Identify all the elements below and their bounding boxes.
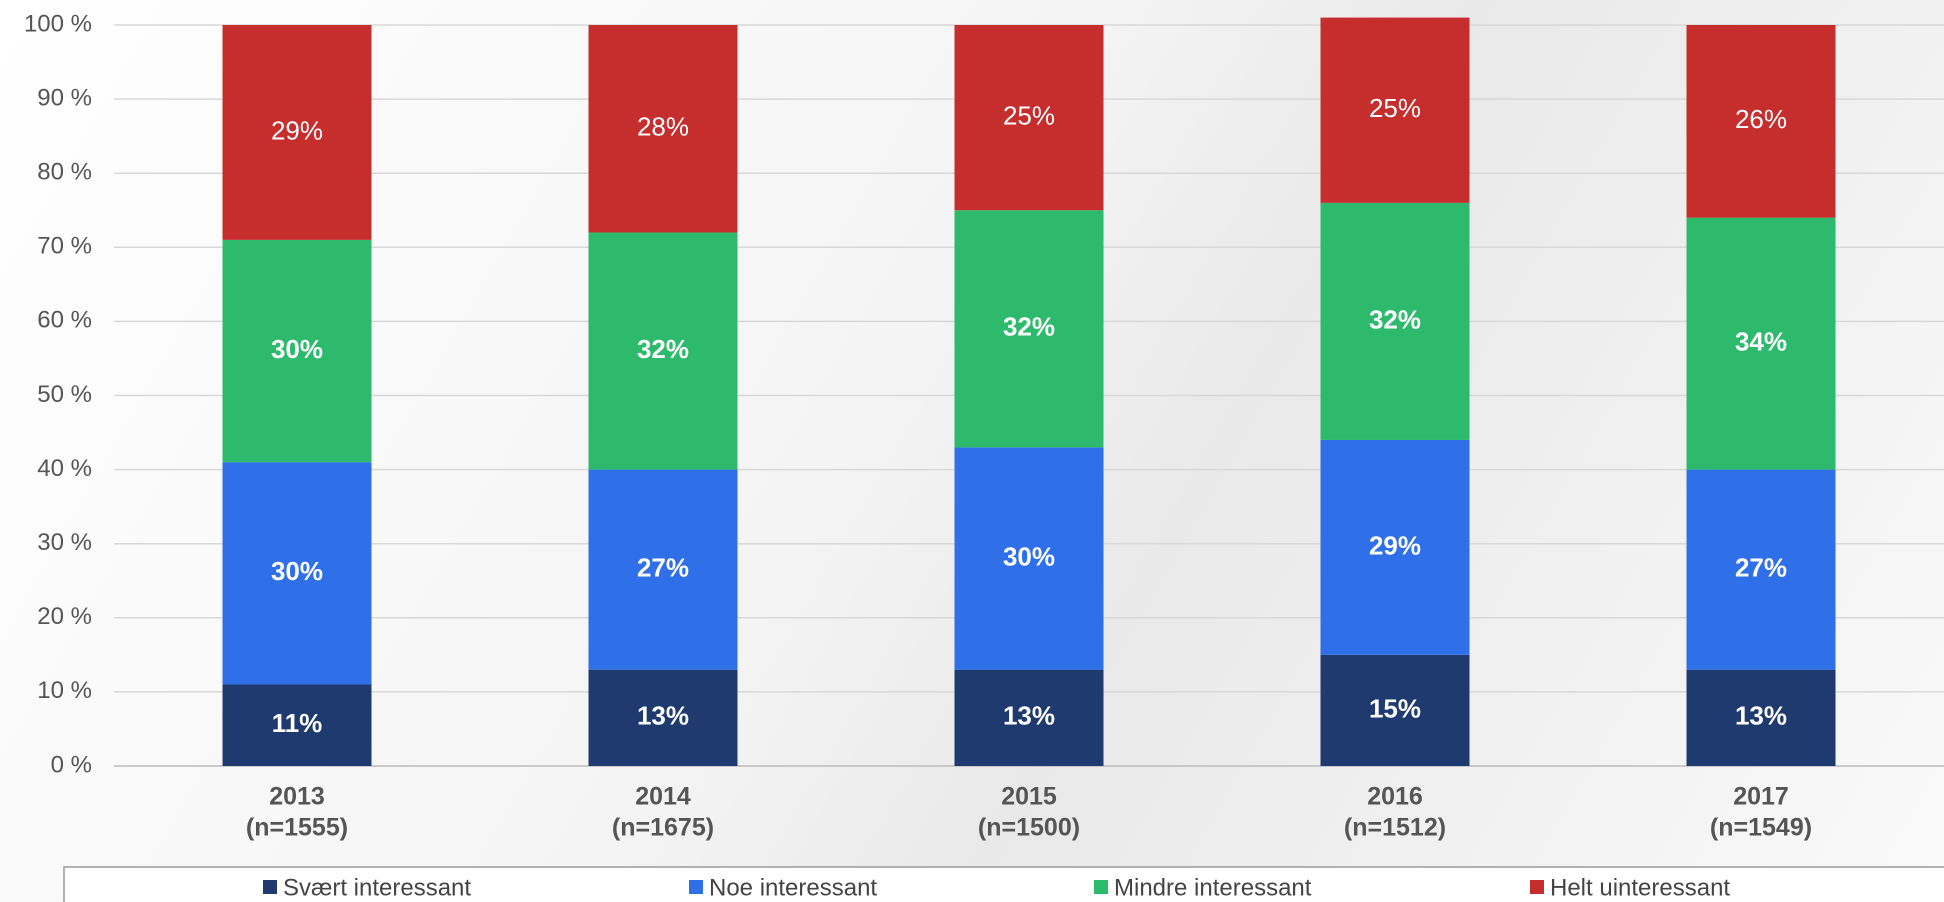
data-label: 25%: [1003, 101, 1055, 131]
bar-segment: [588, 25, 738, 233]
bar-segment: [1686, 469, 1836, 670]
bar-segment: [1320, 654, 1470, 766]
y-tick-label: 70 %: [37, 233, 92, 260]
y-tick-label: 50 %: [37, 381, 92, 408]
data-label: 27%: [1735, 553, 1787, 583]
legend-swatch: [263, 880, 277, 894]
data-label: 11%: [272, 708, 323, 738]
legend-label: Helt uinteressant: [1550, 874, 1730, 901]
data-label: 30%: [271, 334, 323, 364]
data-label: 13%: [1003, 701, 1055, 731]
bar-segment: [222, 239, 372, 463]
bar-segment: [588, 469, 738, 670]
bar-segment: [1686, 669, 1836, 766]
legend-swatch: [1530, 880, 1544, 894]
y-tick-label: 80 %: [37, 159, 92, 186]
bar-segment: [222, 25, 372, 240]
x-tick-note: (n=1512): [1344, 814, 1446, 842]
data-label: 30%: [1003, 541, 1055, 571]
y-tick-label: 40 %: [37, 455, 92, 482]
legend-swatch: [1094, 880, 1108, 894]
bar-segment: [1320, 439, 1470, 655]
bar-segment: [954, 210, 1104, 448]
bar-segment: [954, 669, 1104, 766]
bar-segment: [222, 462, 372, 685]
legend-swatch: [689, 880, 703, 894]
bar-segment: [1686, 217, 1836, 470]
bar-segment: [954, 447, 1104, 670]
bar-segment: [588, 669, 738, 766]
data-label: 26%: [1735, 104, 1787, 134]
bar-segment: [1686, 25, 1836, 218]
x-tick-label: 2013: [269, 783, 325, 811]
x-tick-note: (n=1549): [1710, 814, 1812, 842]
x-tick-label: 2017: [1733, 783, 1789, 811]
data-label: 32%: [1369, 304, 1421, 334]
y-tick-label: 100 %: [24, 10, 92, 37]
bar-segment: [222, 684, 372, 766]
x-tick-label: 2016: [1367, 783, 1423, 811]
data-label: 13%: [637, 701, 689, 731]
bar-segment: [588, 232, 738, 470]
data-label: 32%: [1003, 312, 1055, 342]
data-label: 25%: [1369, 93, 1421, 123]
x-tick-note: (n=1555): [246, 814, 348, 842]
x-tick-label: 2014: [635, 783, 691, 811]
bar-segment: [1320, 17, 1470, 203]
y-tick-label: 90 %: [37, 84, 92, 111]
x-tick-note: (n=1500): [978, 814, 1080, 842]
y-tick-label: 30 %: [37, 529, 92, 556]
data-label: 29%: [1369, 530, 1421, 560]
x-tick-label: 2015: [1001, 783, 1057, 811]
y-tick-label: 20 %: [37, 603, 92, 630]
data-label: 29%: [271, 115, 323, 145]
y-tick-label: 10 %: [37, 677, 92, 704]
bar-segment: [954, 25, 1104, 211]
data-label: 15%: [1369, 693, 1421, 723]
data-label: 34%: [1735, 327, 1787, 357]
x-tick-note: (n=1675): [612, 814, 714, 842]
legend-label: Mindre interessant: [1114, 874, 1312, 901]
y-tick-label: 60 %: [37, 307, 92, 334]
data-label: 28%: [637, 112, 689, 142]
data-label: 30%: [271, 556, 323, 586]
data-label: 27%: [637, 553, 689, 583]
data-label: 32%: [637, 334, 689, 364]
legend-box: [63, 866, 1944, 902]
legend-label: Svært interessant: [283, 874, 471, 901]
y-tick-label: 0 %: [51, 751, 92, 778]
data-label: 13%: [1735, 701, 1787, 731]
bar-segment: [1320, 202, 1470, 440]
legend-label: Noe interessant: [709, 874, 877, 901]
